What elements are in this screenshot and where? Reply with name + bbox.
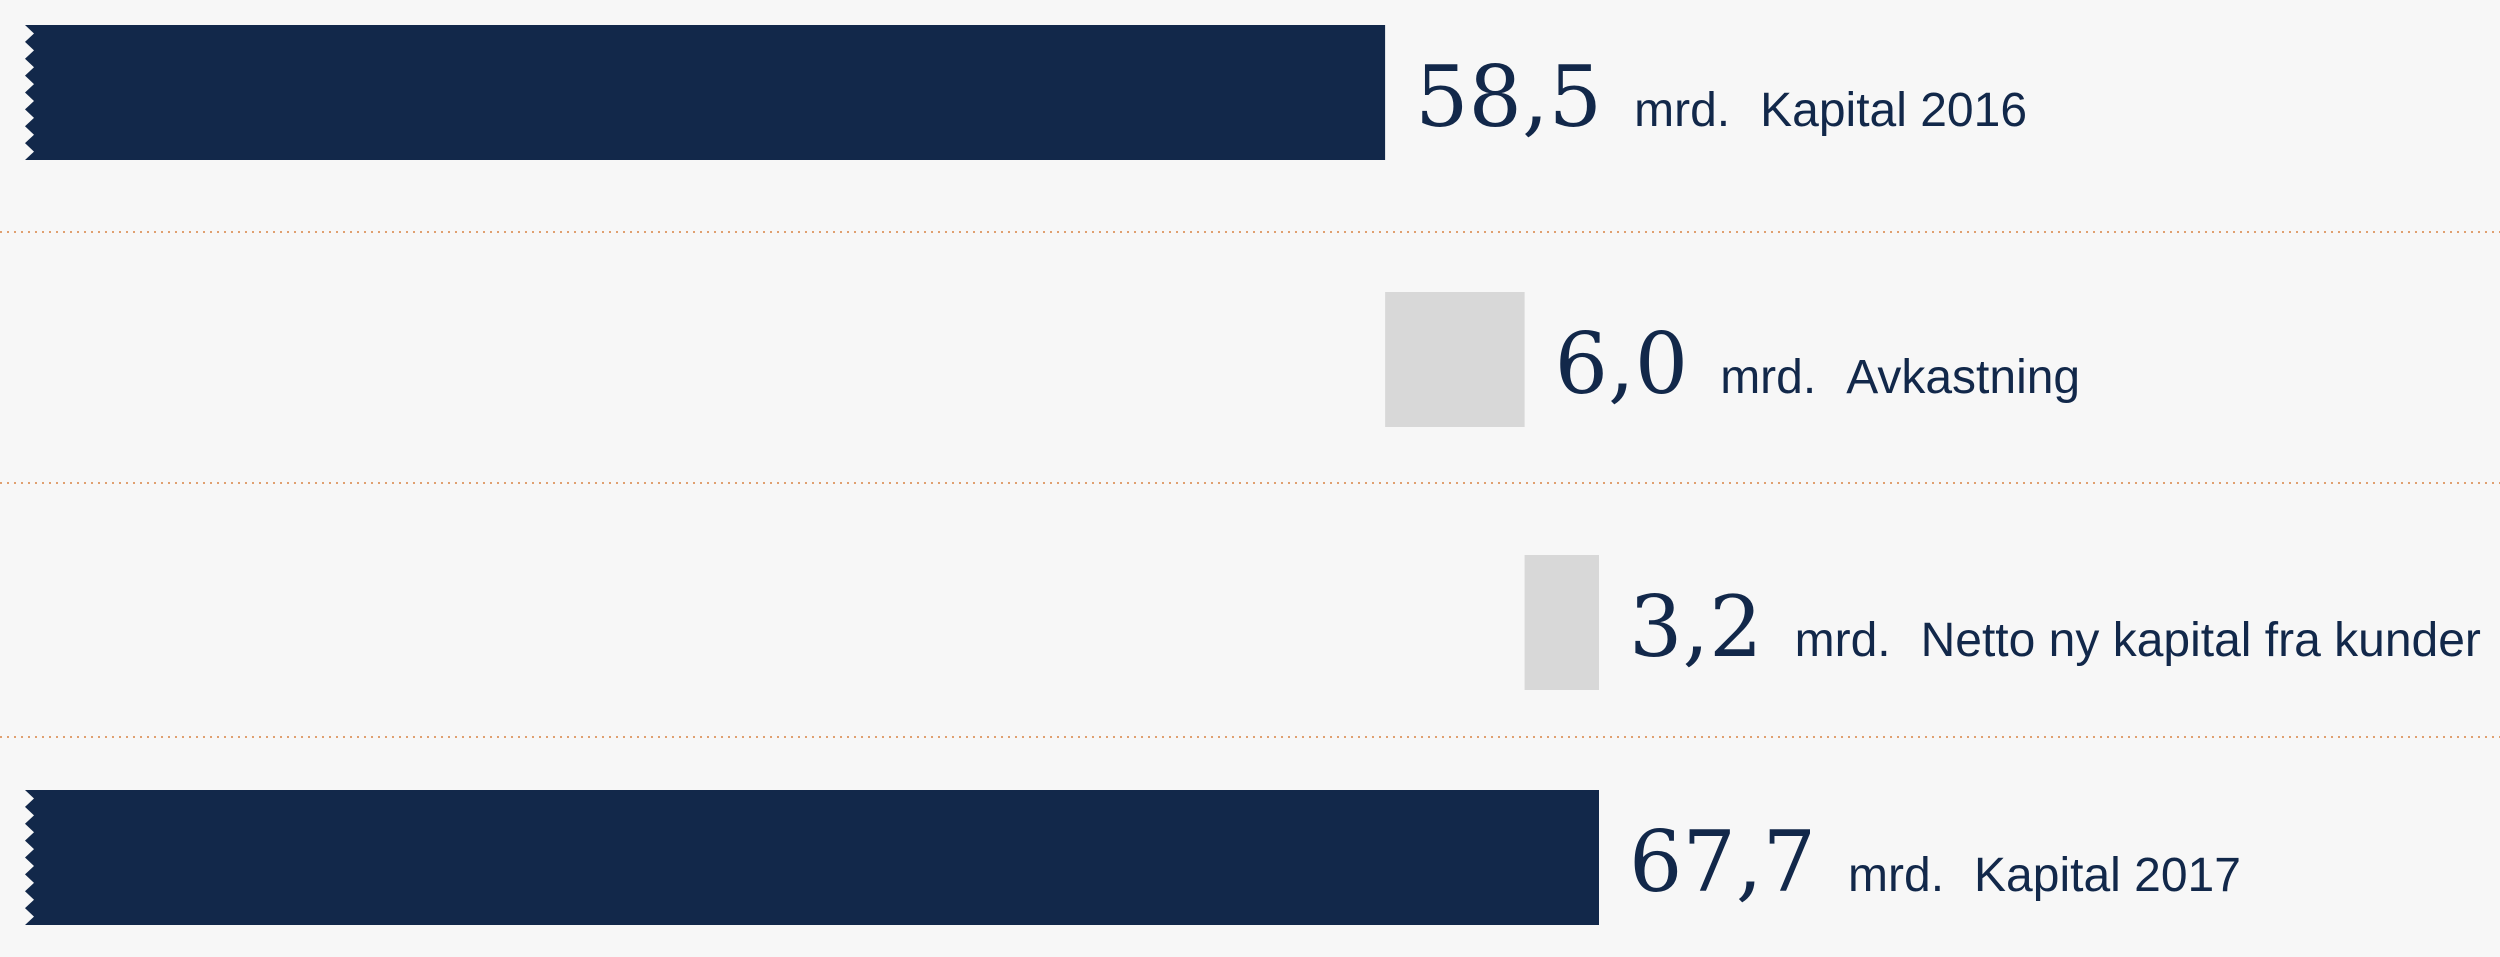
category-label: Netto ny kapital fra kunder <box>1921 614 2481 667</box>
bar-3 <box>1524 555 1599 690</box>
category-label: Avkastning <box>1846 351 2080 404</box>
unit-label: mrd. <box>1720 351 1816 404</box>
bar-4 <box>25 790 1599 925</box>
value-label: 6,0 <box>1555 315 1689 413</box>
category-label: Kapital 2016 <box>1760 84 2027 137</box>
bar-2 <box>1385 292 1525 427</box>
unit-label: mrd. <box>1634 84 1730 137</box>
bar-1 <box>25 25 1386 160</box>
category-label: Kapital 2017 <box>1974 849 2241 902</box>
unit-label: mrd. <box>1848 849 1944 902</box>
unit-label: mrd. <box>1795 614 1891 667</box>
value-label: 58,5 <box>1415 48 1602 146</box>
value-label: 3,2 <box>1629 578 1763 676</box>
value-label: 67,7 <box>1629 813 1816 911</box>
